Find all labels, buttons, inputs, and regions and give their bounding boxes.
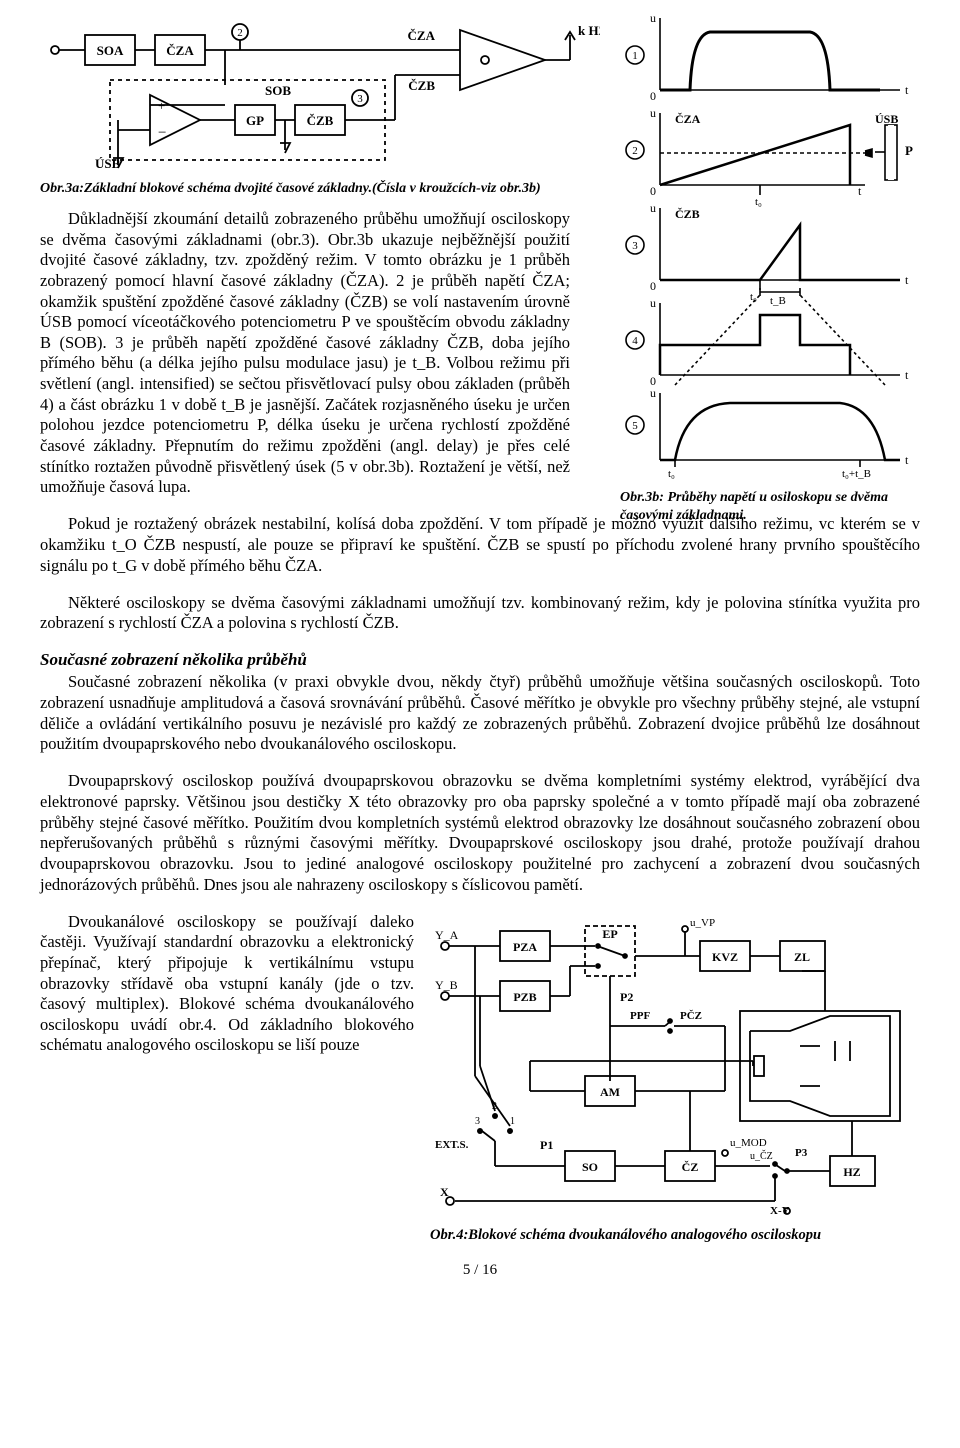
svg-text:t: t — [905, 83, 909, 97]
svg-text:2: 2 — [632, 145, 638, 157]
svg-text:3: 3 — [475, 1116, 480, 1127]
svg-text:u: u — [650, 106, 656, 120]
paragraph-3: Některé osciloskopy se dvěma časovými zá… — [40, 593, 920, 634]
svg-text:AM: AM — [600, 1085, 620, 1099]
svg-text:t: t — [905, 368, 909, 382]
svg-text:t_B: t_B — [770, 295, 786, 307]
label-gp: GP — [246, 113, 264, 128]
svg-text:t₀: t₀ — [668, 468, 675, 480]
svg-text:1: 1 — [510, 1116, 515, 1127]
svg-text:ČZB: ČZB — [675, 207, 700, 221]
svg-text:ÚSB: ÚSB — [875, 112, 898, 126]
label-minus: − — [158, 125, 166, 141]
svg-text:u: u — [650, 201, 656, 215]
svg-text:5: 5 — [632, 420, 638, 432]
svg-text:u: u — [650, 386, 656, 400]
fig3b-svg: 1 u t 0 2 u t 0 — [620, 10, 920, 480]
fig3a-circle-3: 3 — [357, 93, 363, 105]
svg-text:KVZ: KVZ — [712, 950, 738, 964]
label-soa: SOA — [97, 43, 124, 58]
svg-text:PZA: PZA — [513, 940, 537, 954]
fig3b-caption: Obr.3b: Průběhy napětí u osiloskopu se d… — [620, 489, 920, 525]
svg-text:u_ČZ: u_ČZ — [750, 1150, 773, 1162]
fig4: Y_A PZA Y_B PZB — [430, 916, 920, 1244]
label-czb-in: ČZB — [307, 113, 334, 128]
svg-text:u: u — [650, 11, 656, 25]
fig3a: SOA ČZA 2 ČZA + — [40, 20, 600, 197]
label-czb-out: ČZB — [408, 78, 435, 93]
svg-text:PZB: PZB — [513, 990, 536, 1004]
svg-text:X: X — [440, 1185, 449, 1199]
page-number: 5 / 16 — [40, 1262, 920, 1279]
svg-text:SO: SO — [582, 1160, 598, 1174]
svg-text:0: 0 — [650, 184, 656, 198]
svg-text:PPF: PPF — [630, 1010, 650, 1022]
svg-text:4: 4 — [632, 335, 638, 347]
svg-text:0: 0 — [650, 279, 656, 293]
label-cza-out: ČZA — [408, 28, 436, 43]
fig3b: 1 u t 0 2 u t 0 — [620, 10, 920, 525]
svg-text:0: 0 — [650, 89, 656, 103]
fig3a-svg: SOA ČZA 2 ČZA + — [40, 20, 600, 170]
label-cza-top: ČZA — [166, 43, 194, 58]
fig3a-caption: Obr.3a:Základní blokové schéma dvojité č… — [40, 181, 600, 197]
fig4-svg: Y_A PZA Y_B PZB — [430, 916, 920, 1216]
svg-text:t: t — [905, 273, 909, 287]
svg-text:ZL: ZL — [794, 950, 810, 964]
svg-text:ČZ: ČZ — [682, 1160, 699, 1174]
svg-text:HZ: HZ — [843, 1165, 860, 1179]
label-plus: + — [158, 98, 165, 113]
svg-text:EP: EP — [602, 927, 617, 941]
fig4-caption: Obr.4:Blokové schéma dvoukanálového anal… — [430, 1227, 920, 1244]
fig3b-circle-1: 1 — [632, 50, 638, 62]
svg-text:t₀: t₀ — [755, 196, 762, 208]
label-usb: ÚSB — [95, 156, 121, 170]
svg-text:P3: P3 — [795, 1147, 808, 1159]
svg-text:u_MOD: u_MOD — [730, 1137, 767, 1149]
svg-text:u_VP: u_VP — [690, 917, 715, 929]
svg-text:Y_A: Y_A — [435, 928, 459, 942]
svg-text:u: u — [650, 296, 656, 310]
svg-text:EXT.S.: EXT.S. — [435, 1139, 469, 1151]
paragraph-5-intro: Dvoupaprskový osciloskop používá dvoupap… — [40, 771, 920, 895]
svg-text:ČZA: ČZA — [675, 112, 701, 126]
svg-text:Y_B: Y_B — [435, 978, 458, 992]
svg-text:P2: P2 — [620, 990, 633, 1004]
svg-text:t: t — [905, 453, 909, 467]
paragraph-1: Důkladnější zkoumání detailů zobrazeného… — [40, 209, 570, 498]
svg-text:P1: P1 — [540, 1138, 553, 1152]
svg-text:X-Y: X-Y — [770, 1205, 790, 1216]
svg-text:t₀+t_B: t₀+t_B — [842, 468, 871, 480]
section-title: Současné zobrazení několika průběhů — [40, 650, 920, 670]
label-sob: SOB — [265, 83, 291, 98]
fig3a-circle-2: 2 — [237, 27, 243, 39]
label-khz: k HZ — [578, 23, 600, 38]
svg-text:3: 3 — [632, 240, 638, 252]
svg-text:P: P — [905, 143, 913, 158]
svg-text:PČZ: PČZ — [680, 1009, 702, 1022]
paragraph-4: Současné zobrazení několika (v praxi obv… — [40, 672, 920, 755]
svg-text:t: t — [858, 184, 862, 198]
